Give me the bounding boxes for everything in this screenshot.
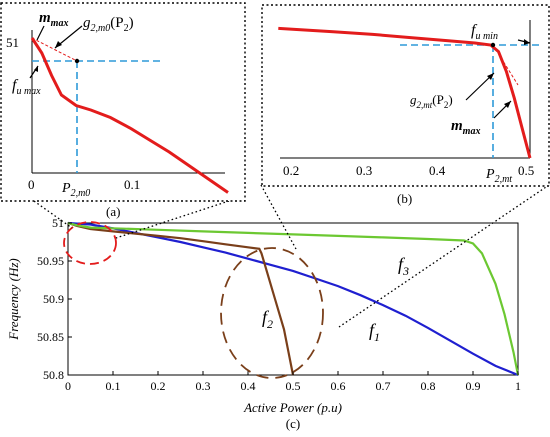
- zoom-connectors: [33, 184, 550, 328]
- x-tick-label: 0.2: [151, 379, 166, 393]
- zoom-a-x-marker: P2,m0: [61, 181, 90, 199]
- zoom-b-line: [278, 26, 532, 159]
- x-tick-label: 0.8: [421, 379, 436, 393]
- zoom-b-series-group: [278, 26, 532, 159]
- y-tick-label: 50.9: [43, 292, 64, 306]
- y-tick-label: 50.8: [43, 368, 64, 382]
- zoom-panel-a: 51 0 0.1 P2,m0 mmax g2,m0(P2) fu max: [0, 2, 246, 202]
- x-tick-label: 0.9: [466, 379, 481, 393]
- zoom-a-label-mmax: mmax: [39, 10, 68, 29]
- zoom-ellipse-a: [63, 221, 117, 265]
- x-tick-label: 0.5: [286, 379, 301, 393]
- zoom-a-panel-label: (a): [106, 204, 120, 219]
- zoom-b-panel-label: (b): [397, 191, 412, 206]
- main-x-axis-label: Active Power (p.u): [243, 400, 342, 415]
- x-tick-label: 1: [515, 379, 521, 393]
- zoom-a-point: [74, 58, 80, 64]
- x-tick-label: 0: [65, 379, 71, 393]
- series-line-f1: [67, 221, 519, 377]
- zoom-b-frame: [261, 4, 550, 187]
- zoom-b-xtick-0.2: 0.2: [283, 163, 299, 178]
- zoom-b-label-mmax: mmax: [451, 118, 480, 137]
- series-label-f1: f1: [369, 320, 380, 344]
- x-tick-label: 0.1: [106, 379, 121, 393]
- zoom-b-x-marker: P2,mt: [485, 167, 512, 185]
- series-label-f3: f3: [398, 254, 409, 278]
- zoom-a-frame: [0, 2, 246, 202]
- series-line-f3: [67, 221, 520, 376]
- main-y-ticks: 50.8 50.85 50.9 50.95 51: [37, 216, 72, 382]
- main-chart: 0 0.1 0.2 0.3 0.4 0.5 0.6 0.7 0.8 0.9 1 50.850.855…: [6, 216, 521, 431]
- zoom-b-point: [490, 42, 496, 48]
- zoom-b-label-g: g2,mt(P2): [410, 92, 453, 110]
- x-tick-label: 0.3: [196, 379, 211, 393]
- zoom-a-xtick-0: 0: [28, 177, 35, 192]
- main-x-ticks: 0 0.1 0.2 0.3 0.4 0.5 0.6 0.7 0.8 0.9 1: [65, 371, 521, 393]
- zoom-b-xtick-0.5: 0.5: [518, 163, 534, 178]
- main-panel-label: (c): [286, 416, 300, 431]
- zoom-a-xtick-0.1: 0.1: [124, 177, 140, 192]
- x-tick-label: 0.7: [376, 379, 391, 393]
- x-tick-label: 0.4: [241, 379, 256, 393]
- main-plot-frame: [67, 222, 519, 376]
- main-y-axis-label: Frequency (Hz): [6, 258, 21, 340]
- zoom-a-series-group: [30, 37, 229, 194]
- y-tick-label: 50.85: [37, 330, 64, 344]
- y-tick-label: 50.95: [37, 254, 64, 268]
- y-tick-label: 51: [52, 216, 64, 230]
- main-series-group: [67, 221, 520, 377]
- zoom-a-label-fumax: fu max: [12, 77, 41, 97]
- zoom-b-label-fumin: fu min: [471, 22, 498, 42]
- series-label-f2: f2: [262, 307, 273, 331]
- series-line-f2: [67, 221, 295, 376]
- x-tick-label: 0.6: [331, 379, 346, 393]
- zoom-b-xtick-0.3: 0.3: [356, 163, 372, 178]
- zoom-panel-b: 0.2 0.3 0.4 0.5 P2,mt fu min g2,mt(P2) m…: [261, 4, 550, 206]
- zoom-a-label-g: g2,m0(P2): [83, 15, 134, 34]
- zoom-b-xtick-0.4: 0.4: [429, 163, 446, 178]
- zoom-ellipse-b: [220, 247, 324, 379]
- zoom-a-ytick-51: 51: [6, 35, 19, 50]
- zoom-a-line: [30, 37, 229, 194]
